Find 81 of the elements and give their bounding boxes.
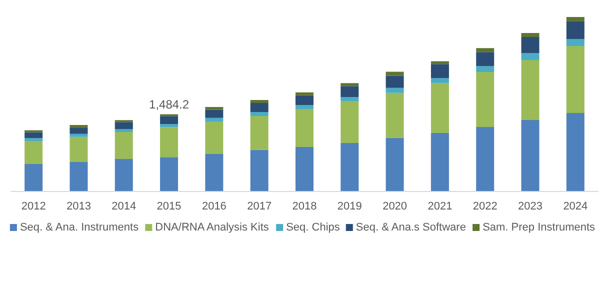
x-tick-label: 2019 [337,200,362,212]
bar [386,138,404,191]
bar [296,146,314,191]
bar [205,110,224,118]
bar [521,120,540,191]
bar [24,164,43,191]
bar [24,132,43,138]
bar [430,61,449,64]
bar [296,105,314,110]
bar [70,128,88,134]
bar [386,76,404,88]
annotation: 1,484.2 [149,97,190,112]
bar [340,101,359,143]
bar [476,126,494,191]
bar [386,72,404,76]
bar [160,127,178,158]
x-tick-label: 2012 [21,200,46,212]
bar [250,112,268,116]
bar [521,60,540,120]
bar [340,97,359,102]
bar [250,150,268,191]
legend-label: DNA/RNA Analysis Kits [155,222,270,234]
bar [114,132,133,159]
bar [114,158,133,191]
bar [476,52,494,66]
bar [250,100,268,103]
bar [476,72,494,127]
bar [160,124,178,128]
legend-label: Seq. & Ana.s Software [356,222,466,234]
bar [24,138,43,142]
bar [430,78,449,84]
x-tick-label: 2024 [563,200,588,212]
bar [521,53,540,60]
bar [566,113,584,191]
bar [521,33,540,38]
bar [296,95,314,106]
x-tick-label: 2015 [156,200,182,212]
x-tick-label: 2022 [472,200,498,212]
bar [566,39,584,46]
x-tick-label: 2023 [518,200,543,212]
bar [70,125,88,128]
bar [476,66,494,72]
bar [250,102,268,112]
bar [566,21,584,40]
bar [340,142,359,191]
bar [250,116,268,150]
x-tick-label: 2018 [292,200,317,212]
bar [205,118,224,122]
legend-label: Sam. Prep Instruments [482,222,596,234]
bar [70,136,88,162]
bar [296,92,314,96]
bar [114,129,133,132]
bar [386,92,404,138]
bar [205,106,224,110]
bar [340,86,359,98]
x-tick-label: 2014 [112,200,136,212]
bar [160,116,178,124]
bar [70,162,88,191]
bar [114,122,133,130]
legend-label: Seq. Chips [286,222,340,234]
bar [386,88,404,93]
bar [340,83,359,86]
bar [566,46,584,114]
bar [296,109,314,147]
x-tick-label: 2017 [247,200,272,212]
legend-label: Seq. & Ana. Instruments [20,222,140,234]
bar [430,64,449,78]
x-tick-label: 2021 [428,200,452,212]
x-tick-label: 2013 [66,200,91,212]
bar [160,157,178,191]
bar [205,122,224,154]
bar [24,141,43,164]
bar [430,83,449,134]
bar [476,48,494,52]
bar [205,154,224,191]
x-tick-label: 2016 [202,200,226,212]
bar [70,134,88,137]
bar [430,133,449,191]
bar [521,37,540,54]
x-tick-label: 2020 [382,200,408,212]
bar [566,17,584,22]
